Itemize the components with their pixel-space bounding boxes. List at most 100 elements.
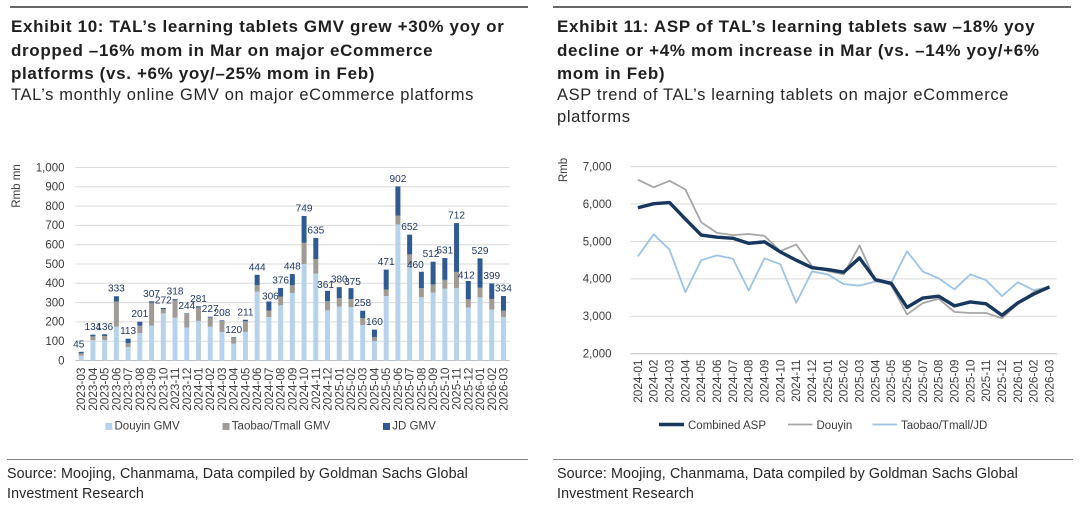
svg-text:700: 700 [45, 220, 64, 232]
svg-text:227: 227 [202, 304, 219, 315]
svg-text:2023-05: 2023-05 [98, 367, 112, 411]
svg-text:2024-12: 2024-12 [321, 368, 335, 411]
svg-text:113: 113 [120, 326, 136, 337]
svg-text:2026-01: 2026-01 [1011, 360, 1025, 403]
svg-text:7,000: 7,000 [583, 161, 612, 173]
svg-text:2025-09: 2025-09 [948, 360, 962, 403]
svg-text:2025-12: 2025-12 [461, 368, 475, 411]
svg-text:652: 652 [401, 222, 418, 233]
svg-text:Douyin GMV: Douyin GMV [115, 421, 181, 433]
svg-text:2023-11: 2023-11 [168, 368, 182, 410]
svg-text:471: 471 [378, 257, 395, 268]
svg-text:333: 333 [108, 284, 125, 295]
svg-text:2025-02: 2025-02 [344, 368, 358, 411]
svg-text:380: 380 [331, 275, 348, 286]
svg-text:376: 376 [272, 275, 289, 286]
svg-text:Taobao/Tmall GMV: Taobao/Tmall GMV [232, 421, 331, 433]
svg-text:2025-02: 2025-02 [837, 360, 851, 403]
svg-text:2023-09: 2023-09 [145, 368, 159, 411]
svg-text:258: 258 [354, 298, 371, 309]
svg-text:2023-12: 2023-12 [180, 368, 194, 411]
svg-text:2024-04: 2024-04 [678, 359, 692, 403]
svg-text:2023-10: 2023-10 [156, 367, 170, 411]
svg-text:211: 211 [237, 307, 253, 318]
svg-text:2024-06: 2024-06 [250, 367, 264, 411]
svg-text:2024-02: 2024-02 [203, 368, 217, 411]
svg-text:2026-01: 2026-01 [473, 368, 487, 411]
svg-text:200: 200 [45, 317, 64, 329]
svg-text:3,000: 3,000 [583, 311, 612, 323]
svg-text:444: 444 [249, 262, 266, 273]
svg-text:412: 412 [458, 270, 475, 281]
svg-text:2025-09: 2025-09 [426, 368, 440, 411]
svg-text:Douyin: Douyin [817, 420, 853, 432]
svg-text:529: 529 [472, 246, 489, 257]
svg-text:120: 120 [225, 325, 242, 336]
svg-text:375: 375 [344, 277, 361, 288]
svg-text:2025-03: 2025-03 [853, 359, 867, 403]
svg-text:2024-11: 2024-11 [309, 368, 323, 410]
svg-text:2024-02: 2024-02 [647, 360, 661, 403]
svg-text:361: 361 [317, 280, 334, 291]
svg-text:2023-03: 2023-03 [74, 367, 88, 411]
svg-text:2024-03: 2024-03 [215, 367, 229, 411]
svg-text:300: 300 [45, 297, 64, 309]
svg-text:531: 531 [436, 246, 453, 257]
svg-text:2025-11: 2025-11 [979, 359, 993, 401]
svg-text:1,000: 1,000 [36, 162, 65, 174]
svg-text:635: 635 [307, 225, 324, 236]
svg-text:45: 45 [73, 339, 85, 350]
svg-text:2024-05: 2024-05 [694, 359, 708, 403]
svg-text:2024-07: 2024-07 [262, 368, 276, 411]
svg-text:2023-04: 2023-04 [86, 367, 100, 411]
svg-text:2025-10: 2025-10 [963, 359, 977, 403]
svg-text:900: 900 [45, 182, 64, 194]
svg-text:500: 500 [45, 259, 64, 271]
svg-text:Combined ASP: Combined ASP [688, 420, 766, 432]
svg-text:2024-01: 2024-01 [631, 360, 645, 403]
svg-text:749: 749 [296, 203, 313, 214]
svg-text:2024-06: 2024-06 [710, 359, 724, 403]
svg-text:Rmb: Rmb [558, 158, 570, 182]
svg-text:272: 272 [155, 296, 172, 307]
svg-text:712: 712 [448, 211, 465, 222]
svg-text:334: 334 [495, 284, 512, 295]
svg-text:244: 244 [178, 301, 195, 312]
svg-text:JD GMV: JD GMV [392, 421, 436, 433]
svg-text:2024-08: 2024-08 [742, 359, 756, 403]
svg-text:2023-06: 2023-06 [109, 367, 123, 411]
svg-text:2025-06: 2025-06 [900, 359, 914, 403]
svg-text:Taobao/Tmall/JD: Taobao/Tmall/JD [901, 420, 987, 432]
svg-text:399: 399 [483, 271, 500, 282]
svg-text:2024-05: 2024-05 [238, 367, 252, 411]
svg-text:134: 134 [85, 322, 102, 333]
svg-text:2024-09: 2024-09 [285, 368, 299, 411]
svg-text:Rmb mn: Rmb mn [11, 164, 23, 207]
svg-text:2024-10: 2024-10 [297, 367, 311, 411]
svg-text:600: 600 [45, 240, 64, 252]
svg-text:2024-08: 2024-08 [274, 367, 288, 411]
svg-text:2025-10: 2025-10 [438, 367, 452, 411]
svg-text:2024-12: 2024-12 [805, 360, 819, 403]
svg-text:2025-06: 2025-06 [391, 367, 405, 411]
svg-text:2025-05: 2025-05 [884, 359, 898, 403]
svg-text:512: 512 [423, 249, 440, 260]
svg-text:2,000: 2,000 [583, 349, 612, 361]
svg-text:100: 100 [45, 336, 64, 348]
svg-text:2025-01: 2025-01 [821, 360, 835, 403]
svg-text:2024-03: 2024-03 [663, 359, 677, 403]
svg-text:281: 281 [190, 294, 207, 305]
svg-text:2025-08: 2025-08 [932, 359, 946, 403]
svg-text:2026-03: 2026-03 [496, 367, 510, 411]
svg-text:2023-07: 2023-07 [121, 368, 135, 411]
svg-text:318: 318 [167, 287, 184, 298]
svg-text:800: 800 [45, 201, 64, 213]
svg-text:2026-02: 2026-02 [1027, 360, 1041, 403]
svg-text:6,000: 6,000 [583, 199, 612, 211]
svg-text:2025-12: 2025-12 [995, 360, 1009, 403]
svg-text:2025-08: 2025-08 [414, 367, 428, 411]
svg-text:902: 902 [389, 174, 406, 185]
svg-text:2025-07: 2025-07 [403, 368, 417, 411]
svg-text:2024-04: 2024-04 [227, 367, 241, 411]
svg-text:306: 306 [262, 291, 279, 302]
